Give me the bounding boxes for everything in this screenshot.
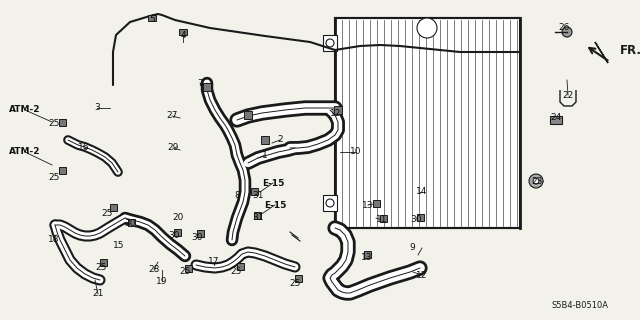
- Text: 9: 9: [409, 244, 415, 252]
- Text: 12: 12: [330, 108, 342, 117]
- Bar: [59, 119, 66, 126]
- Bar: [203, 83, 211, 91]
- Bar: [335, 18, 520, 228]
- Text: 25: 25: [48, 173, 60, 182]
- Text: ATM-2: ATM-2: [9, 106, 41, 115]
- Text: FR.: FR.: [620, 44, 640, 57]
- Text: 25: 25: [289, 278, 301, 287]
- Circle shape: [529, 174, 543, 188]
- Text: 19: 19: [156, 276, 168, 285]
- Circle shape: [326, 199, 334, 207]
- Bar: [364, 251, 371, 258]
- Text: 5: 5: [149, 15, 155, 25]
- Bar: [323, 35, 337, 51]
- Text: 7: 7: [197, 78, 203, 87]
- Text: ATM-2: ATM-2: [9, 148, 41, 156]
- Text: 17: 17: [208, 258, 220, 267]
- Bar: [244, 111, 252, 119]
- Bar: [334, 106, 342, 114]
- Text: 16: 16: [78, 143, 90, 153]
- Text: 30: 30: [191, 233, 203, 242]
- Text: 30: 30: [168, 230, 180, 239]
- Text: E-15: E-15: [264, 201, 286, 210]
- Text: 13: 13: [362, 201, 374, 210]
- Bar: [417, 214, 424, 221]
- Text: 25: 25: [230, 267, 242, 276]
- Bar: [174, 229, 181, 236]
- Text: 13: 13: [361, 253, 372, 262]
- Text: 31: 31: [252, 213, 264, 222]
- Text: 10: 10: [350, 148, 362, 156]
- Bar: [185, 265, 192, 272]
- Text: 25: 25: [95, 262, 107, 271]
- Text: 15: 15: [113, 242, 125, 251]
- Bar: [373, 200, 380, 207]
- Text: 30: 30: [410, 215, 422, 225]
- Text: E-15: E-15: [262, 179, 284, 188]
- Circle shape: [326, 39, 334, 47]
- Text: 30: 30: [124, 220, 136, 228]
- Bar: [323, 195, 337, 211]
- Text: 18: 18: [48, 236, 60, 244]
- Text: 3: 3: [94, 103, 100, 113]
- Bar: [295, 275, 302, 282]
- Text: 23: 23: [531, 177, 543, 186]
- Text: 1: 1: [262, 150, 268, 159]
- Text: 25: 25: [179, 268, 191, 276]
- Text: S5B4-B0510A: S5B4-B0510A: [551, 300, 608, 309]
- Text: 21: 21: [92, 290, 104, 299]
- Text: 12: 12: [416, 270, 428, 279]
- Text: 26: 26: [558, 23, 570, 33]
- Circle shape: [533, 178, 539, 184]
- Circle shape: [562, 27, 572, 37]
- Bar: [237, 263, 244, 270]
- Bar: [254, 212, 261, 219]
- Bar: [197, 230, 204, 237]
- Text: 24: 24: [550, 114, 562, 123]
- Text: 11: 11: [376, 215, 388, 225]
- Bar: [380, 215, 387, 222]
- Bar: [128, 219, 135, 226]
- Bar: [261, 136, 269, 144]
- Bar: [179, 29, 187, 35]
- Polygon shape: [595, 42, 608, 63]
- Text: 27: 27: [166, 111, 178, 121]
- Bar: [100, 259, 107, 266]
- Text: 22: 22: [563, 91, 573, 100]
- Text: 29: 29: [167, 143, 179, 153]
- Text: 20: 20: [172, 213, 184, 222]
- Bar: [251, 188, 258, 195]
- Text: 28: 28: [148, 265, 160, 274]
- Circle shape: [417, 18, 437, 38]
- Text: 2: 2: [277, 135, 283, 145]
- Bar: [148, 15, 156, 21]
- Bar: [59, 167, 66, 174]
- Bar: [110, 204, 117, 211]
- Bar: [550, 116, 562, 124]
- Text: 25: 25: [48, 119, 60, 129]
- Text: 14: 14: [416, 188, 428, 196]
- Text: 25: 25: [101, 210, 113, 219]
- Text: 8: 8: [234, 191, 240, 201]
- Text: 4: 4: [180, 30, 186, 39]
- Text: 31: 31: [252, 190, 264, 199]
